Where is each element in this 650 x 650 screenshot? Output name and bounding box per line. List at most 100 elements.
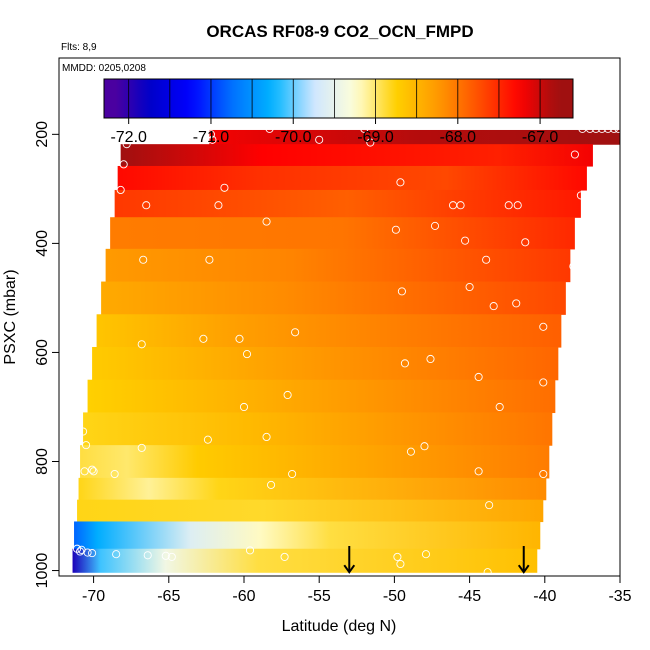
chart-title: ORCAS RF08-9 CO2_OCN_FMPD bbox=[206, 22, 473, 41]
sample-point bbox=[139, 255, 148, 264]
sample-point bbox=[552, 425, 561, 434]
heatmap-band bbox=[105, 248, 571, 283]
y-tick-label: 200 bbox=[34, 121, 51, 148]
sample-point bbox=[495, 402, 504, 412]
sample-point bbox=[76, 547, 85, 556]
sample-point bbox=[609, 124, 619, 133]
sample-point bbox=[539, 469, 548, 479]
sample-point bbox=[112, 550, 121, 559]
y-tick-label: 400 bbox=[34, 230, 51, 257]
heatmap-band bbox=[96, 314, 562, 348]
sample-point bbox=[426, 354, 435, 364]
sample-point bbox=[513, 201, 522, 210]
sample-point bbox=[360, 124, 369, 133]
sample-point bbox=[474, 467, 483, 476]
sample-point bbox=[89, 227, 98, 236]
sample-point bbox=[72, 544, 82, 553]
heatmap-band bbox=[209, 129, 620, 145]
sample-point bbox=[214, 201, 223, 210]
colorbar-tick-label: -69.0 bbox=[357, 129, 394, 146]
y-tick-label: 1000 bbox=[34, 553, 51, 589]
x-axis: -70 -65 -60 -55 -50 -45 -40 -35 bbox=[82, 575, 632, 605]
sample-point bbox=[539, 378, 548, 387]
sample-point bbox=[400, 359, 409, 368]
heatmap-band bbox=[77, 499, 544, 523]
y-tick-label: 600 bbox=[34, 339, 51, 366]
sample-point bbox=[591, 124, 600, 133]
heatmap-band bbox=[78, 477, 547, 501]
sample-point bbox=[267, 480, 276, 489]
mmdd-annotation: MMDD: 0205,0208 bbox=[62, 63, 146, 74]
sample-point bbox=[521, 238, 530, 247]
heatmap-band bbox=[110, 217, 575, 250]
y-tick-label: 800 bbox=[34, 448, 51, 475]
sample-point bbox=[569, 262, 578, 271]
sample-point bbox=[137, 443, 146, 452]
sample-point bbox=[199, 334, 208, 343]
sample-point bbox=[539, 322, 548, 331]
sample-point bbox=[396, 178, 405, 187]
sample-point bbox=[239, 402, 249, 412]
sample-point bbox=[161, 551, 170, 560]
heatmap-band bbox=[114, 189, 581, 218]
sample-point bbox=[456, 201, 465, 210]
x-tick-label: -65 bbox=[157, 588, 180, 605]
sample-point bbox=[597, 124, 607, 133]
chart-subtitle: Flts: 8,9 bbox=[61, 42, 97, 53]
sample-point bbox=[465, 282, 474, 292]
arrow-head bbox=[517, 564, 530, 574]
arrow-head bbox=[343, 564, 356, 574]
sample-point bbox=[421, 550, 431, 559]
y-axis: 200 400 600 800 1000 bbox=[34, 121, 60, 589]
sample-point bbox=[235, 334, 244, 343]
sample-point bbox=[83, 548, 92, 557]
sample-point bbox=[245, 546, 255, 555]
sample-point bbox=[79, 427, 88, 436]
sample-point bbox=[122, 140, 131, 149]
heatmap-band bbox=[120, 144, 593, 167]
sample-point bbox=[89, 467, 98, 476]
sample-point bbox=[315, 135, 324, 144]
heatmap-band bbox=[101, 281, 566, 315]
sample-point bbox=[288, 469, 297, 479]
sample-point bbox=[283, 390, 292, 400]
sample-point bbox=[366, 138, 375, 147]
sample-point bbox=[265, 124, 274, 133]
heatmap-band bbox=[117, 165, 587, 191]
sample-point bbox=[512, 299, 521, 308]
sample-point bbox=[137, 340, 146, 349]
sample-point bbox=[485, 501, 494, 510]
sample-point bbox=[82, 441, 91, 450]
y-axis-label: PSXC (mbar) bbox=[2, 269, 19, 364]
colorbar-tick-label: -71.0 bbox=[193, 129, 230, 146]
sample-point bbox=[482, 255, 491, 264]
sample-point bbox=[391, 225, 400, 234]
sample-point bbox=[280, 552, 289, 561]
sample-point bbox=[576, 191, 585, 200]
sample-point bbox=[397, 287, 406, 296]
sample-point bbox=[570, 150, 579, 159]
sample-point bbox=[80, 467, 89, 476]
heatmap-band bbox=[83, 412, 553, 446]
sample-point bbox=[474, 372, 483, 382]
sample-point bbox=[88, 332, 97, 341]
sample-point bbox=[406, 447, 415, 456]
sample-point bbox=[208, 135, 217, 144]
colorbar-tick-label: -70.0 bbox=[275, 129, 312, 146]
sample-point bbox=[167, 552, 176, 561]
sample-point bbox=[142, 201, 151, 210]
sample-point bbox=[203, 435, 212, 444]
x-tick-label: -70 bbox=[82, 588, 105, 605]
sample-point bbox=[430, 221, 440, 230]
sample-point bbox=[504, 201, 513, 210]
sample-point bbox=[110, 469, 119, 479]
colorbar-tick-label: -67.0 bbox=[522, 129, 559, 146]
sample-point bbox=[603, 124, 613, 133]
sample-point bbox=[119, 160, 128, 169]
sample-point bbox=[393, 552, 402, 561]
heatmap-band bbox=[80, 445, 550, 479]
x-axis-label: Latitude (deg N) bbox=[282, 618, 397, 635]
sample-point bbox=[88, 465, 97, 474]
heatmap-band bbox=[87, 379, 556, 414]
sample-point bbox=[205, 255, 214, 264]
